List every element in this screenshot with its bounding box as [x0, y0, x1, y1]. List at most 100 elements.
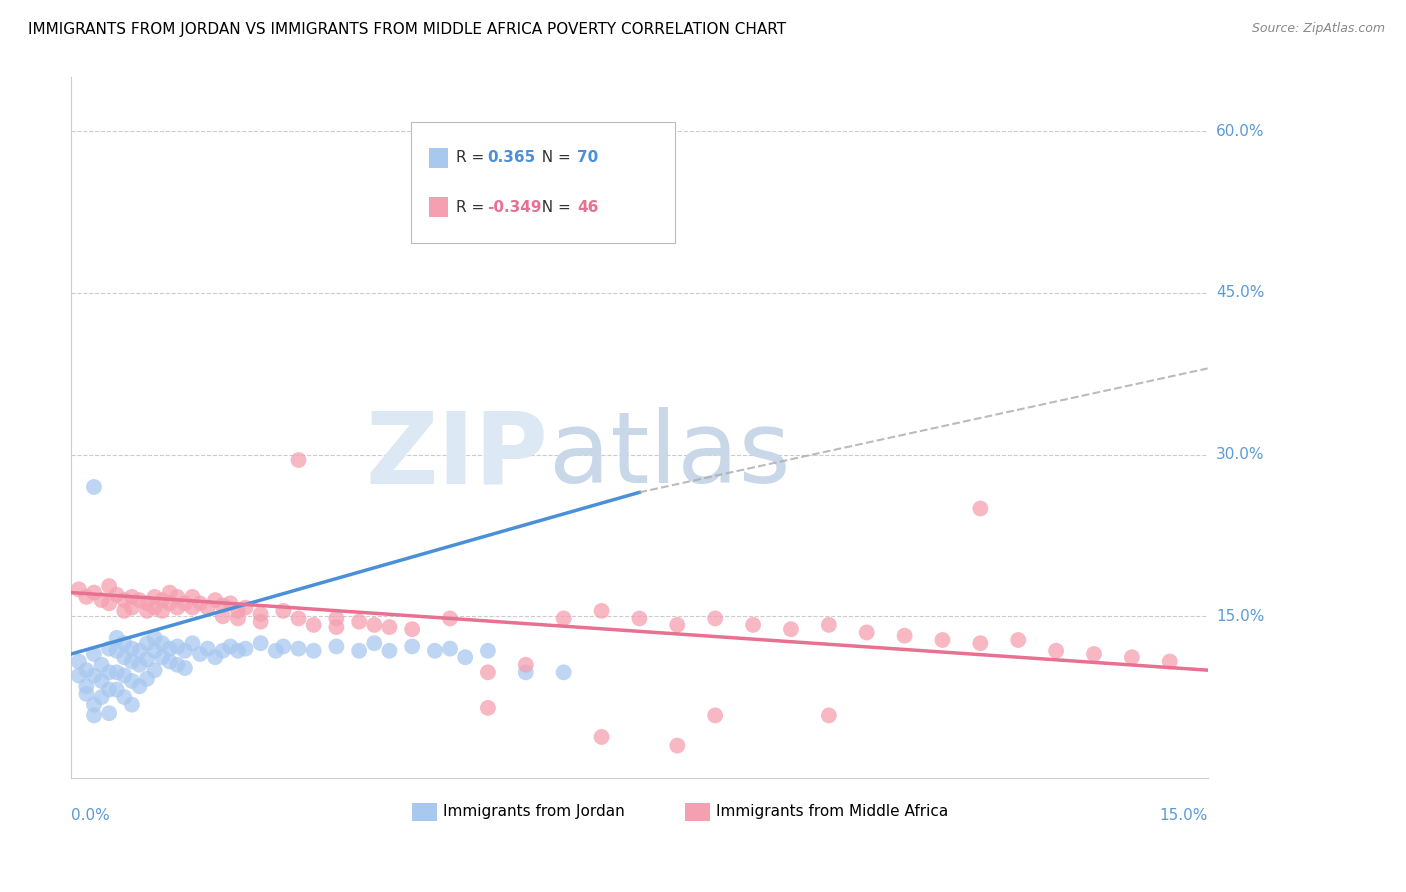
Text: 45.0%: 45.0% [1216, 285, 1264, 301]
Point [121, 641, 143, 656]
Point [181, 636, 204, 650]
Point [159, 655, 181, 669]
Point [75, 590, 97, 604]
Point [211, 644, 233, 658]
Point [235, 600, 257, 615]
Point [166, 590, 188, 604]
Point [211, 599, 233, 613]
Point [226, 644, 249, 658]
Point [363, 636, 385, 650]
Point [817, 618, 839, 632]
Point [219, 596, 242, 610]
Text: 0.365: 0.365 [486, 151, 536, 165]
Point [67, 655, 90, 669]
Point [219, 640, 242, 654]
Point [666, 739, 689, 753]
Point [181, 600, 204, 615]
Point [121, 655, 143, 669]
Text: 60.0%: 60.0% [1216, 124, 1264, 139]
Point [105, 682, 128, 697]
Point [128, 657, 150, 672]
Point [105, 588, 128, 602]
Point [287, 611, 309, 625]
Point [855, 625, 877, 640]
Point [112, 593, 135, 607]
Point [90, 690, 112, 705]
Point [136, 652, 159, 666]
Point [159, 596, 181, 610]
Point [121, 590, 143, 604]
Point [98, 579, 121, 593]
Point [817, 708, 839, 723]
Point [249, 636, 271, 650]
Point [150, 636, 173, 650]
Point [515, 657, 537, 672]
Point [325, 640, 347, 654]
Text: N =: N = [531, 200, 575, 215]
Point [159, 641, 181, 656]
Text: 15.0%: 15.0% [1216, 608, 1264, 624]
Point [287, 641, 309, 656]
Point [477, 665, 499, 680]
Point [893, 629, 915, 643]
Point [273, 640, 295, 654]
Point [666, 618, 689, 632]
Point [159, 585, 181, 599]
Point [143, 631, 166, 645]
Point [325, 620, 347, 634]
Point [477, 701, 499, 715]
Point [931, 632, 953, 647]
Point [83, 480, 105, 494]
Text: 46: 46 [576, 200, 599, 215]
Point [90, 673, 112, 688]
Point [83, 585, 105, 599]
Point [439, 611, 461, 625]
Point [90, 657, 112, 672]
Point [1045, 644, 1067, 658]
Text: 0.0%: 0.0% [72, 808, 110, 823]
Point [249, 615, 271, 629]
Point [128, 679, 150, 693]
Point [173, 661, 195, 675]
Point [197, 641, 219, 656]
Point [105, 644, 128, 658]
Point [112, 650, 135, 665]
Text: Source: ZipAtlas.com: Source: ZipAtlas.com [1251, 22, 1385, 36]
Point [83, 668, 105, 682]
Point [188, 596, 211, 610]
Point [98, 682, 121, 697]
Point [515, 665, 537, 680]
Point [477, 644, 499, 658]
Point [302, 644, 325, 658]
Point [553, 611, 575, 625]
Text: 15.0%: 15.0% [1160, 808, 1208, 823]
Point [226, 611, 249, 625]
Point [1121, 650, 1143, 665]
Point [98, 665, 121, 680]
Point [98, 596, 121, 610]
Point [325, 611, 347, 625]
Point [1159, 655, 1181, 669]
Point [264, 644, 287, 658]
Point [121, 698, 143, 712]
Point [704, 708, 727, 723]
Point [188, 647, 211, 661]
Point [90, 593, 112, 607]
Text: 70: 70 [576, 151, 598, 165]
Point [112, 604, 135, 618]
Point [150, 593, 173, 607]
Text: Immigrants from Jordan: Immigrants from Jordan [443, 805, 624, 820]
Point [98, 706, 121, 721]
Text: ZIP: ZIP [366, 408, 548, 504]
Point [143, 663, 166, 677]
Point [204, 650, 226, 665]
Point [553, 665, 575, 680]
Point [235, 641, 257, 656]
Point [704, 611, 727, 625]
Point [75, 687, 97, 701]
Point [143, 590, 166, 604]
Text: atlas: atlas [548, 408, 790, 504]
Point [105, 665, 128, 680]
Point [969, 636, 991, 650]
Point [226, 604, 249, 618]
